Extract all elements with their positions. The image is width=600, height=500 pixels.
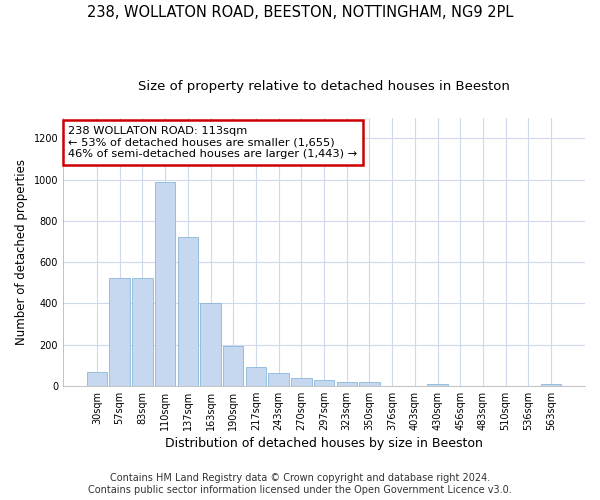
Bar (359, 382, 380, 386)
Text: 238 WOLLATON ROAD: 113sqm
← 53% of detached houses are smaller (1,655)
46% of se: 238 WOLLATON ROAD: 113sqm ← 53% of detac… (68, 126, 358, 159)
Bar (245, 368, 266, 386)
Bar (268, 374, 289, 386)
Bar (87, 372, 107, 386)
Bar (200, 302, 221, 386)
Bar (109, 278, 130, 386)
Text: 238, WOLLATON ROAD, BEESTON, NOTTINGHAM, NG9 2PL: 238, WOLLATON ROAD, BEESTON, NOTTINGHAM,… (87, 5, 513, 20)
Bar (314, 380, 334, 386)
Bar (541, 384, 561, 386)
Bar (427, 384, 448, 386)
Y-axis label: Number of detached properties: Number of detached properties (15, 159, 28, 345)
Text: Contains HM Land Registry data © Crown copyright and database right 2024.
Contai: Contains HM Land Registry data © Crown c… (88, 474, 512, 495)
Bar (337, 382, 357, 386)
Bar (155, 182, 175, 386)
Bar (178, 238, 198, 386)
Bar (223, 346, 244, 386)
X-axis label: Distribution of detached houses by size in Beeston: Distribution of detached houses by size … (165, 437, 483, 450)
Title: Size of property relative to detached houses in Beeston: Size of property relative to detached ho… (138, 80, 510, 93)
Bar (291, 378, 311, 386)
Bar (132, 278, 152, 386)
